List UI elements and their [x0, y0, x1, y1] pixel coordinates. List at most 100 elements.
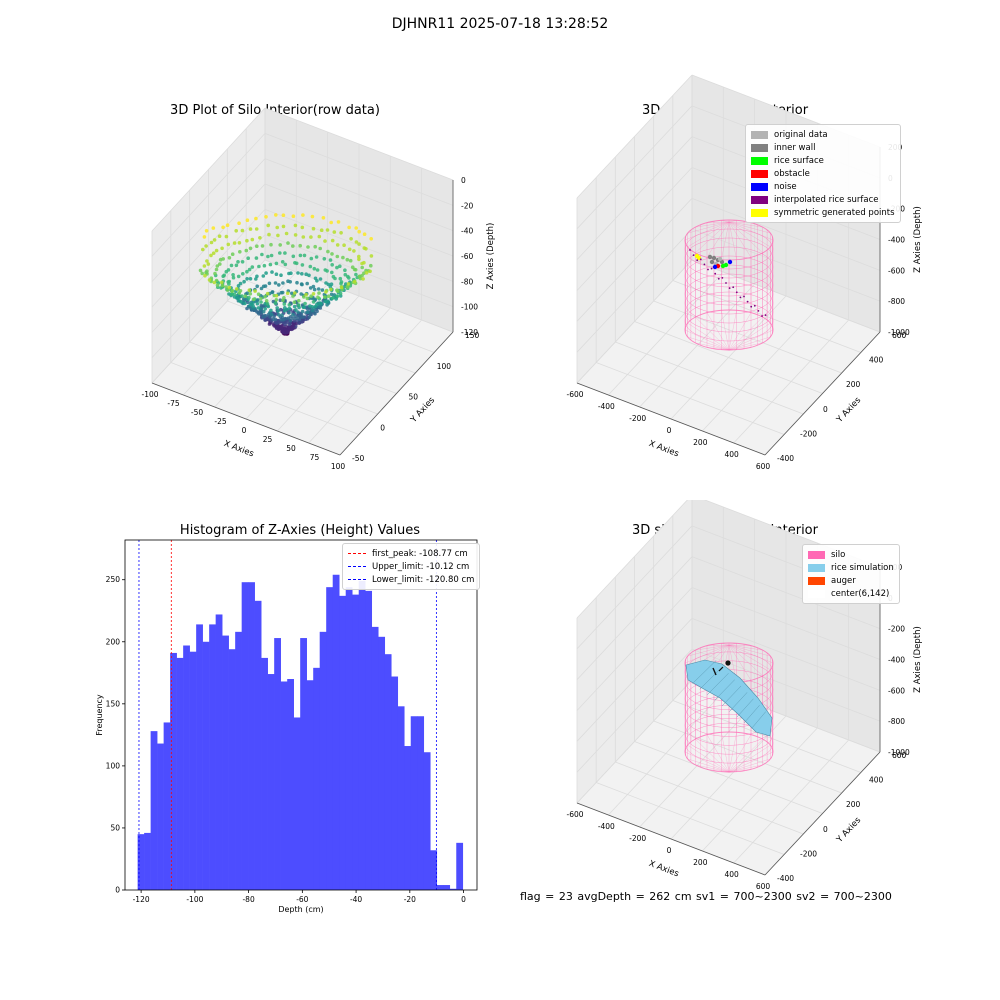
point — [347, 276, 351, 280]
point — [276, 309, 280, 313]
y-axis-line — [339, 331, 454, 456]
point — [339, 281, 343, 286]
point — [281, 281, 285, 285]
histogram-bar — [384, 654, 392, 890]
point — [259, 286, 264, 291]
point — [245, 218, 250, 222]
point — [269, 242, 273, 247]
histogram-bar — [391, 676, 399, 890]
point — [211, 226, 216, 230]
point — [200, 271, 204, 276]
point — [358, 276, 363, 281]
point — [217, 234, 222, 238]
silo-cap-line — [728, 347, 752, 351]
silo-cap-line — [687, 323, 730, 351]
point — [287, 306, 292, 311]
histogram-bar — [306, 680, 314, 890]
interpolated-point — [703, 263, 706, 266]
legend-swatch — [751, 156, 768, 165]
point — [250, 237, 255, 242]
point — [342, 284, 347, 289]
grid-line — [246, 280, 435, 353]
z-tick-label: -1000 — [888, 328, 910, 337]
point — [331, 296, 335, 300]
point — [261, 309, 266, 314]
silo-cap-line — [728, 732, 737, 773]
point — [250, 265, 255, 269]
point — [262, 314, 267, 318]
histogram-bar — [189, 651, 197, 890]
silo-cap-line — [728, 221, 771, 234]
point — [243, 301, 247, 306]
point — [291, 294, 295, 298]
silo-cap-line — [695, 764, 730, 773]
point — [297, 317, 302, 322]
point — [274, 298, 279, 302]
point — [242, 297, 246, 301]
y-axis-label: Y Axies — [834, 395, 863, 425]
point — [246, 256, 250, 261]
point — [325, 228, 330, 232]
point — [247, 288, 252, 293]
point — [325, 303, 329, 307]
point — [202, 235, 207, 239]
histogram-bar — [339, 595, 347, 890]
silo-cap-line — [728, 644, 752, 646]
silo-cap-line — [728, 221, 763, 253]
histogram-bar — [176, 657, 184, 890]
rice-mesh — [685, 659, 773, 737]
legend-swatch — [808, 589, 825, 598]
point — [273, 281, 278, 285]
point — [238, 289, 243, 293]
x-tick-label: 0 — [242, 426, 247, 435]
point — [224, 234, 229, 239]
x-tick-label: 0 — [461, 895, 466, 904]
point — [335, 265, 339, 270]
point — [338, 291, 343, 296]
y-tick-label: 100 — [106, 761, 121, 770]
point — [268, 262, 273, 267]
silo-cap-line — [687, 644, 730, 657]
silo-cap-line — [728, 342, 763, 351]
histogram-bar — [215, 614, 223, 890]
x-tick-label: 600 — [756, 462, 771, 471]
histogram-bar — [326, 587, 333, 890]
point — [260, 252, 264, 257]
point — [287, 322, 292, 327]
point — [221, 257, 225, 261]
point — [247, 267, 252, 272]
interpolated-point — [761, 315, 763, 317]
point — [253, 289, 257, 293]
point — [294, 308, 298, 312]
interpolated-point — [696, 259, 699, 262]
point — [205, 259, 209, 263]
silo-cap-line — [706, 347, 730, 351]
grid-line — [264, 259, 454, 333]
point — [321, 216, 326, 220]
z-axis-label: Z Axies (Depth) — [913, 206, 923, 273]
point — [341, 255, 345, 260]
grid-line — [264, 132, 454, 206]
point — [347, 225, 351, 230]
point — [335, 294, 340, 298]
rice-mesh-line — [692, 660, 717, 684]
histogram-bar — [222, 635, 229, 890]
silo-cap-line — [728, 643, 737, 646]
point — [278, 243, 283, 247]
histogram-bar — [365, 590, 373, 890]
point — [289, 271, 293, 276]
histogram-bar — [235, 631, 242, 890]
point — [332, 230, 337, 234]
point — [236, 274, 241, 279]
y-tick-label: -400 — [777, 454, 794, 463]
x-tick-label: -400 — [598, 822, 615, 831]
interpolated-point — [725, 282, 727, 284]
silo-cap-line — [695, 739, 730, 773]
point — [301, 235, 306, 239]
silo-cap-line — [706, 312, 730, 351]
legend-entry: center(6,142) — [808, 587, 894, 600]
silo-cap-line — [706, 221, 730, 258]
point — [352, 249, 356, 253]
point — [299, 320, 304, 324]
silo-cap-line — [728, 317, 763, 351]
